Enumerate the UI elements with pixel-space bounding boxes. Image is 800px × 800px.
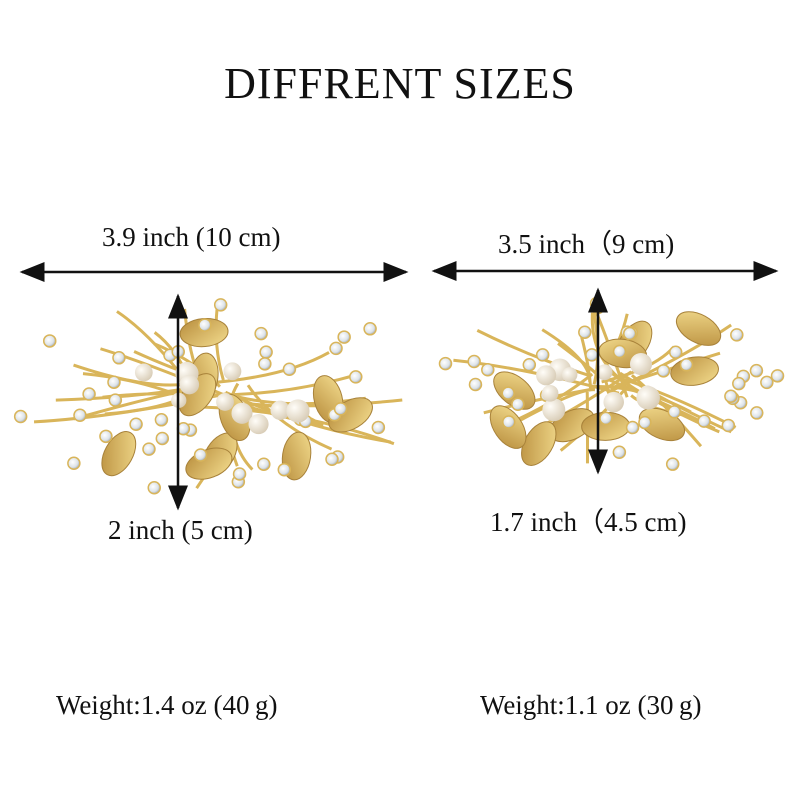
rhinestone bbox=[535, 348, 550, 362]
pearl bbox=[223, 362, 242, 381]
pearl bbox=[541, 384, 559, 402]
rhinestone bbox=[481, 362, 495, 377]
pearl bbox=[603, 391, 624, 413]
rhinestone bbox=[511, 397, 525, 411]
rhinestone bbox=[259, 345, 273, 359]
rhinestone bbox=[108, 393, 123, 407]
rhinestone bbox=[749, 363, 764, 378]
rhinestone bbox=[129, 417, 143, 431]
rhinestone bbox=[82, 387, 96, 401]
pearl bbox=[134, 363, 153, 382]
rhinestone bbox=[107, 375, 121, 389]
rhinestone bbox=[667, 405, 682, 419]
pearl bbox=[270, 400, 290, 420]
rhinestone bbox=[198, 318, 212, 332]
rhinestone bbox=[254, 326, 268, 341]
rhinestone bbox=[337, 330, 351, 344]
small-brooch-image bbox=[438, 296, 785, 471]
pearl bbox=[248, 414, 269, 435]
branch bbox=[214, 306, 225, 381]
branch bbox=[615, 375, 737, 429]
weight-label-large: Weight:1.4 oz (40 g) bbox=[56, 690, 278, 720]
pearl bbox=[636, 386, 660, 410]
rhinestone bbox=[668, 345, 683, 360]
rhinestone bbox=[665, 457, 680, 471]
rhinestone bbox=[112, 351, 126, 365]
leaf bbox=[675, 311, 722, 346]
width-label-large: 3.9 inch (10 cm) bbox=[102, 222, 281, 252]
rhinestone bbox=[522, 358, 537, 372]
rhinestone bbox=[721, 418, 736, 433]
pearl bbox=[561, 367, 578, 383]
rhinestone bbox=[282, 362, 297, 376]
rhinestone bbox=[349, 370, 363, 384]
rhinestone bbox=[697, 414, 711, 428]
rhinestone bbox=[371, 420, 386, 435]
rhinestone bbox=[213, 298, 228, 312]
rhinestone bbox=[599, 411, 613, 426]
rhinestone bbox=[147, 481, 161, 495]
rhinestone bbox=[638, 415, 652, 430]
rhinestone bbox=[622, 326, 637, 341]
rhinestone bbox=[154, 413, 169, 427]
rhinestone bbox=[467, 354, 481, 369]
rhinestone bbox=[155, 431, 170, 446]
rhinestone bbox=[502, 415, 516, 429]
rhinestone bbox=[73, 408, 87, 422]
pearl bbox=[542, 398, 566, 422]
weight-label-small: Weight:1.1 oz (30 g) bbox=[480, 690, 702, 720]
leaf bbox=[101, 431, 137, 477]
rhinestone bbox=[730, 328, 744, 342]
rhinestone bbox=[750, 406, 764, 420]
rhinestone bbox=[438, 356, 453, 371]
rhinestone bbox=[258, 357, 272, 371]
rhinestone bbox=[232, 467, 247, 481]
pearl bbox=[216, 393, 234, 411]
height-label-small: 1.7 inch（4.5 cm) bbox=[490, 507, 687, 537]
rhinestone bbox=[13, 409, 28, 424]
rhinestone bbox=[42, 334, 57, 348]
page-title: DIFFRENT SIZES bbox=[224, 59, 576, 108]
large-brooch-image bbox=[13, 298, 403, 495]
rhinestone bbox=[612, 344, 627, 359]
pearl bbox=[179, 374, 200, 395]
rhinestone bbox=[732, 376, 746, 391]
rhinestone bbox=[612, 445, 627, 460]
pearl bbox=[286, 399, 310, 423]
rhinestone bbox=[724, 389, 738, 404]
rhinestone bbox=[656, 364, 671, 378]
rhinestone bbox=[193, 448, 208, 462]
branch bbox=[100, 347, 237, 402]
pearl bbox=[536, 365, 557, 386]
rhinestone bbox=[329, 341, 343, 356]
rhinestone bbox=[142, 442, 156, 456]
rhinestone bbox=[760, 375, 774, 390]
rhinestone bbox=[679, 358, 694, 372]
rhinestone bbox=[333, 402, 348, 416]
rhinestone bbox=[501, 386, 515, 400]
height-label-large: 2 inch (5 cm) bbox=[108, 515, 253, 545]
rhinestone bbox=[578, 325, 592, 340]
width-label-small: 3.5 inch（9 cm) bbox=[498, 229, 675, 259]
rhinestone bbox=[770, 369, 785, 383]
pearl bbox=[629, 353, 653, 376]
rhinestone bbox=[277, 462, 292, 477]
rhinestone bbox=[99, 429, 113, 444]
rhinestone bbox=[67, 456, 81, 471]
rhinestone bbox=[468, 377, 483, 392]
rhinestone bbox=[257, 457, 271, 471]
rhinestone bbox=[585, 348, 599, 362]
rhinestone bbox=[625, 420, 640, 435]
branch bbox=[476, 329, 590, 377]
rhinestone bbox=[363, 322, 377, 336]
rhinestone bbox=[325, 452, 339, 467]
pearl bbox=[231, 402, 253, 424]
leaf bbox=[521, 421, 557, 466]
